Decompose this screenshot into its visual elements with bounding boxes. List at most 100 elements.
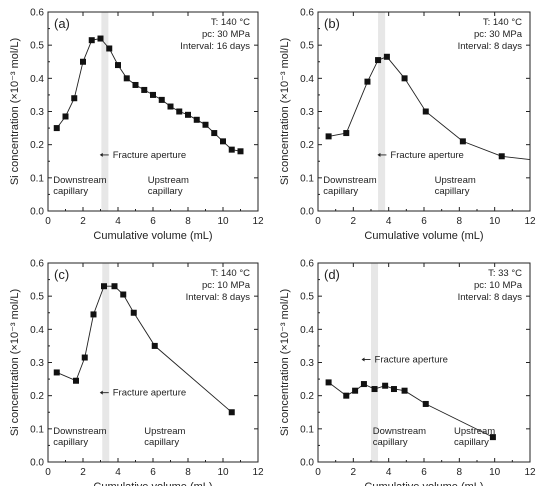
data-point [193, 116, 200, 123]
chart-panel-b: 0 2 4 6 8 10 12 0.0 0.1 0.2 0.3 0.4 0.5 0.6 Cumulative… [279, 8, 536, 243]
y-axis-label: Si concentration (×10⁻³ mol/L) [279, 289, 291, 436]
condition-text: Interval: 8 days [458, 292, 523, 303]
y-axis-label: Si concentration (×10⁻³ mol/L) [9, 289, 21, 436]
data-point [360, 381, 367, 388]
region-label: Downstream [323, 175, 376, 186]
fracture-aperture-band [101, 12, 109, 211]
annotation-arrowhead [361, 357, 365, 362]
fracture-aperture-band [102, 263, 110, 462]
y-tick-label: 0.5 [300, 292, 314, 303]
y-tick-label: 0.0 [300, 207, 314, 218]
condition-text: T: 140 °C [211, 17, 250, 28]
data-point [343, 130, 350, 137]
data-point [115, 62, 121, 69]
data-point [130, 309, 137, 316]
annotation-arrowhead [377, 152, 381, 157]
chart-panel-a: 0 2 4 6 8 10 12 0.0 0.1 0.2 0.3 0.4 0.5 0.6 Cumulative… [9, 8, 264, 243]
fracture-aperture-band [378, 12, 386, 211]
annotation-text: Fracture aperture [390, 150, 463, 161]
chart-panel-d: 0 2 4 6 8 10 12 0.0 0.1 0.2 0.3 0.4 0.5 0.6 Cumulative… [279, 259, 536, 486]
x-tick-label: 12 [524, 467, 536, 478]
data-point [498, 153, 505, 160]
y-tick-label: 0.5 [30, 41, 44, 52]
data-point [325, 133, 332, 140]
series-line [328, 382, 494, 438]
x-tick-label: 6 [150, 216, 156, 227]
x-tick-label: 12 [252, 467, 264, 478]
y-tick-label: 0.4 [30, 74, 44, 85]
x-tick-label: 0 [315, 216, 321, 227]
y-tick-label: 0.2 [30, 391, 44, 402]
x-tick-label: 10 [489, 216, 501, 227]
data-point [97, 35, 104, 42]
y-tick-label: 0.4 [30, 325, 44, 336]
data-point [211, 130, 218, 137]
region-label: capillary [144, 437, 179, 448]
condition-text: pc: 30 MPa [202, 29, 251, 40]
x-tick-label: 4 [115, 467, 121, 478]
y-tick-label: 0.2 [300, 391, 314, 402]
y-tick-label: 0.4 [300, 74, 314, 85]
data-point [62, 113, 69, 120]
panel-label: (a) [54, 16, 70, 31]
y-tick-label: 0.0 [30, 458, 44, 469]
condition-text: Interval: 16 days [180, 41, 250, 52]
x-tick-label: 12 [252, 216, 264, 227]
panel-label: (c) [54, 267, 69, 282]
annotation-arrowhead [99, 390, 103, 395]
data-point [371, 386, 378, 393]
data-point [167, 103, 174, 110]
data-point [352, 387, 359, 394]
data-point [382, 382, 389, 389]
region-label: capillary [323, 186, 358, 197]
data-point [176, 108, 183, 115]
region-label: capillary [435, 186, 470, 197]
region-label: Upstream [435, 175, 476, 186]
y-tick-label: 0.1 [30, 424, 44, 435]
y-tick-label: 0.6 [30, 259, 44, 270]
y-tick-label: 0.5 [300, 41, 314, 52]
data-point [53, 125, 60, 132]
data-point [151, 342, 158, 349]
annotation-text: Fracture aperture [113, 388, 186, 399]
y-tick-label: 0.6 [300, 8, 314, 19]
data-point [343, 392, 350, 399]
region-label: Upstream [144, 426, 185, 437]
panel-label: (b) [324, 16, 340, 31]
region-label: capillary [148, 186, 183, 197]
x-axis-label: Cumulative volume (mL) [364, 481, 483, 486]
region-label: capillary [53, 186, 88, 197]
y-tick-label: 0.3 [30, 107, 44, 118]
data-point [53, 369, 60, 376]
y-tick-label: 0.5 [30, 292, 44, 303]
data-point [422, 400, 429, 407]
data-point [71, 95, 78, 102]
data-point [237, 148, 244, 155]
data-point [120, 291, 127, 298]
data-point [390, 386, 397, 393]
region-label: capillary [53, 437, 88, 448]
data-point [73, 377, 79, 384]
x-tick-label: 2 [351, 467, 357, 478]
data-point [401, 75, 408, 82]
data-point [150, 91, 156, 98]
data-point [101, 283, 107, 290]
y-tick-label: 0.2 [30, 140, 44, 151]
y-tick-label: 0.1 [30, 173, 44, 184]
x-tick-label: 6 [421, 467, 427, 478]
region-label: Upstream [148, 175, 189, 186]
region-label: Downstream [373, 426, 426, 437]
region-label: Downstream [53, 426, 106, 437]
x-tick-label: 10 [489, 467, 501, 478]
data-point [228, 146, 235, 153]
y-tick-label: 0.0 [30, 207, 44, 218]
y-tick-label: 0.6 [300, 259, 314, 270]
chart-panel-c: 0 2 4 6 8 10 12 0.0 0.1 0.2 0.3 0.4 0.5 0.6 Cumulative… [9, 259, 264, 486]
x-tick-label: 0 [315, 467, 321, 478]
y-tick-label: 0.2 [300, 140, 314, 151]
data-point [158, 96, 165, 103]
data-point [90, 311, 97, 318]
data-point [383, 53, 390, 60]
x-tick-label: 8 [185, 216, 191, 227]
y-axis-label: Si concentration (×10⁻³ mol/L) [9, 38, 21, 185]
